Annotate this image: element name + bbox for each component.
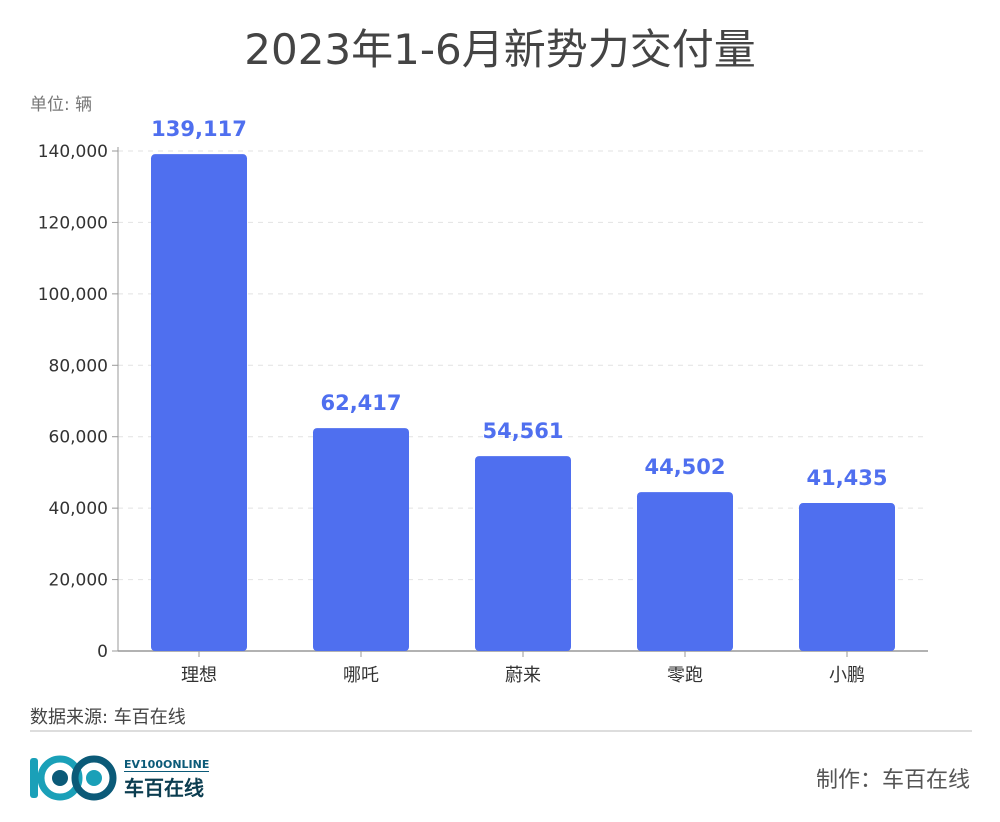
bar (313, 428, 409, 651)
x-tick-label: 理想 (181, 665, 217, 686)
x-tick-label: 零跑 (667, 665, 703, 686)
bar-value-label: 54,561 (482, 419, 563, 443)
bar-value-label: 44,502 (644, 455, 725, 479)
bar (637, 492, 733, 651)
y-tick-label: 20,000 (49, 571, 108, 591)
bar-value-label: 139,117 (151, 117, 247, 141)
ev100-logo: EV100ONLINE 车百在线 (28, 752, 210, 804)
y-tick-label: 120,000 (38, 213, 108, 233)
y-tick-label: 140,000 (38, 142, 108, 162)
bar-value-label: 41,435 (806, 466, 887, 490)
x-tick-label: 小鹏 (829, 665, 865, 686)
y-tick-label: 0 (97, 642, 108, 662)
x-tick-label: 蔚来 (505, 665, 541, 686)
logo-chinese-text: 车百在线 (124, 776, 204, 800)
x-tick-label: 哪吒 (343, 665, 379, 686)
bar-value-label: 62,417 (320, 391, 401, 415)
y-tick-label: 60,000 (49, 428, 108, 448)
bar (475, 456, 571, 651)
maker-credit: 制作：车百在线 (815, 768, 970, 793)
y-tick-label: 80,000 (49, 356, 108, 376)
bar-chart: 0 20,000 40,000 60,000 80,000 100,000 120,000 1… (38, 117, 928, 686)
unit-label: 单位: 辆 (30, 95, 93, 115)
data-source: 数据来源: 车百在线 (30, 707, 186, 728)
bar (151, 154, 247, 651)
chart-title: 2023年1-6月新势力交付量 (244, 25, 756, 74)
y-tick-label: 40,000 (49, 499, 108, 519)
bar (799, 503, 895, 651)
logo-english-text: EV100ONLINE (124, 758, 210, 772)
logo-circles-icon (30, 755, 117, 801)
footer-divider (30, 730, 972, 732)
y-tick-label: 100,000 (38, 285, 108, 305)
